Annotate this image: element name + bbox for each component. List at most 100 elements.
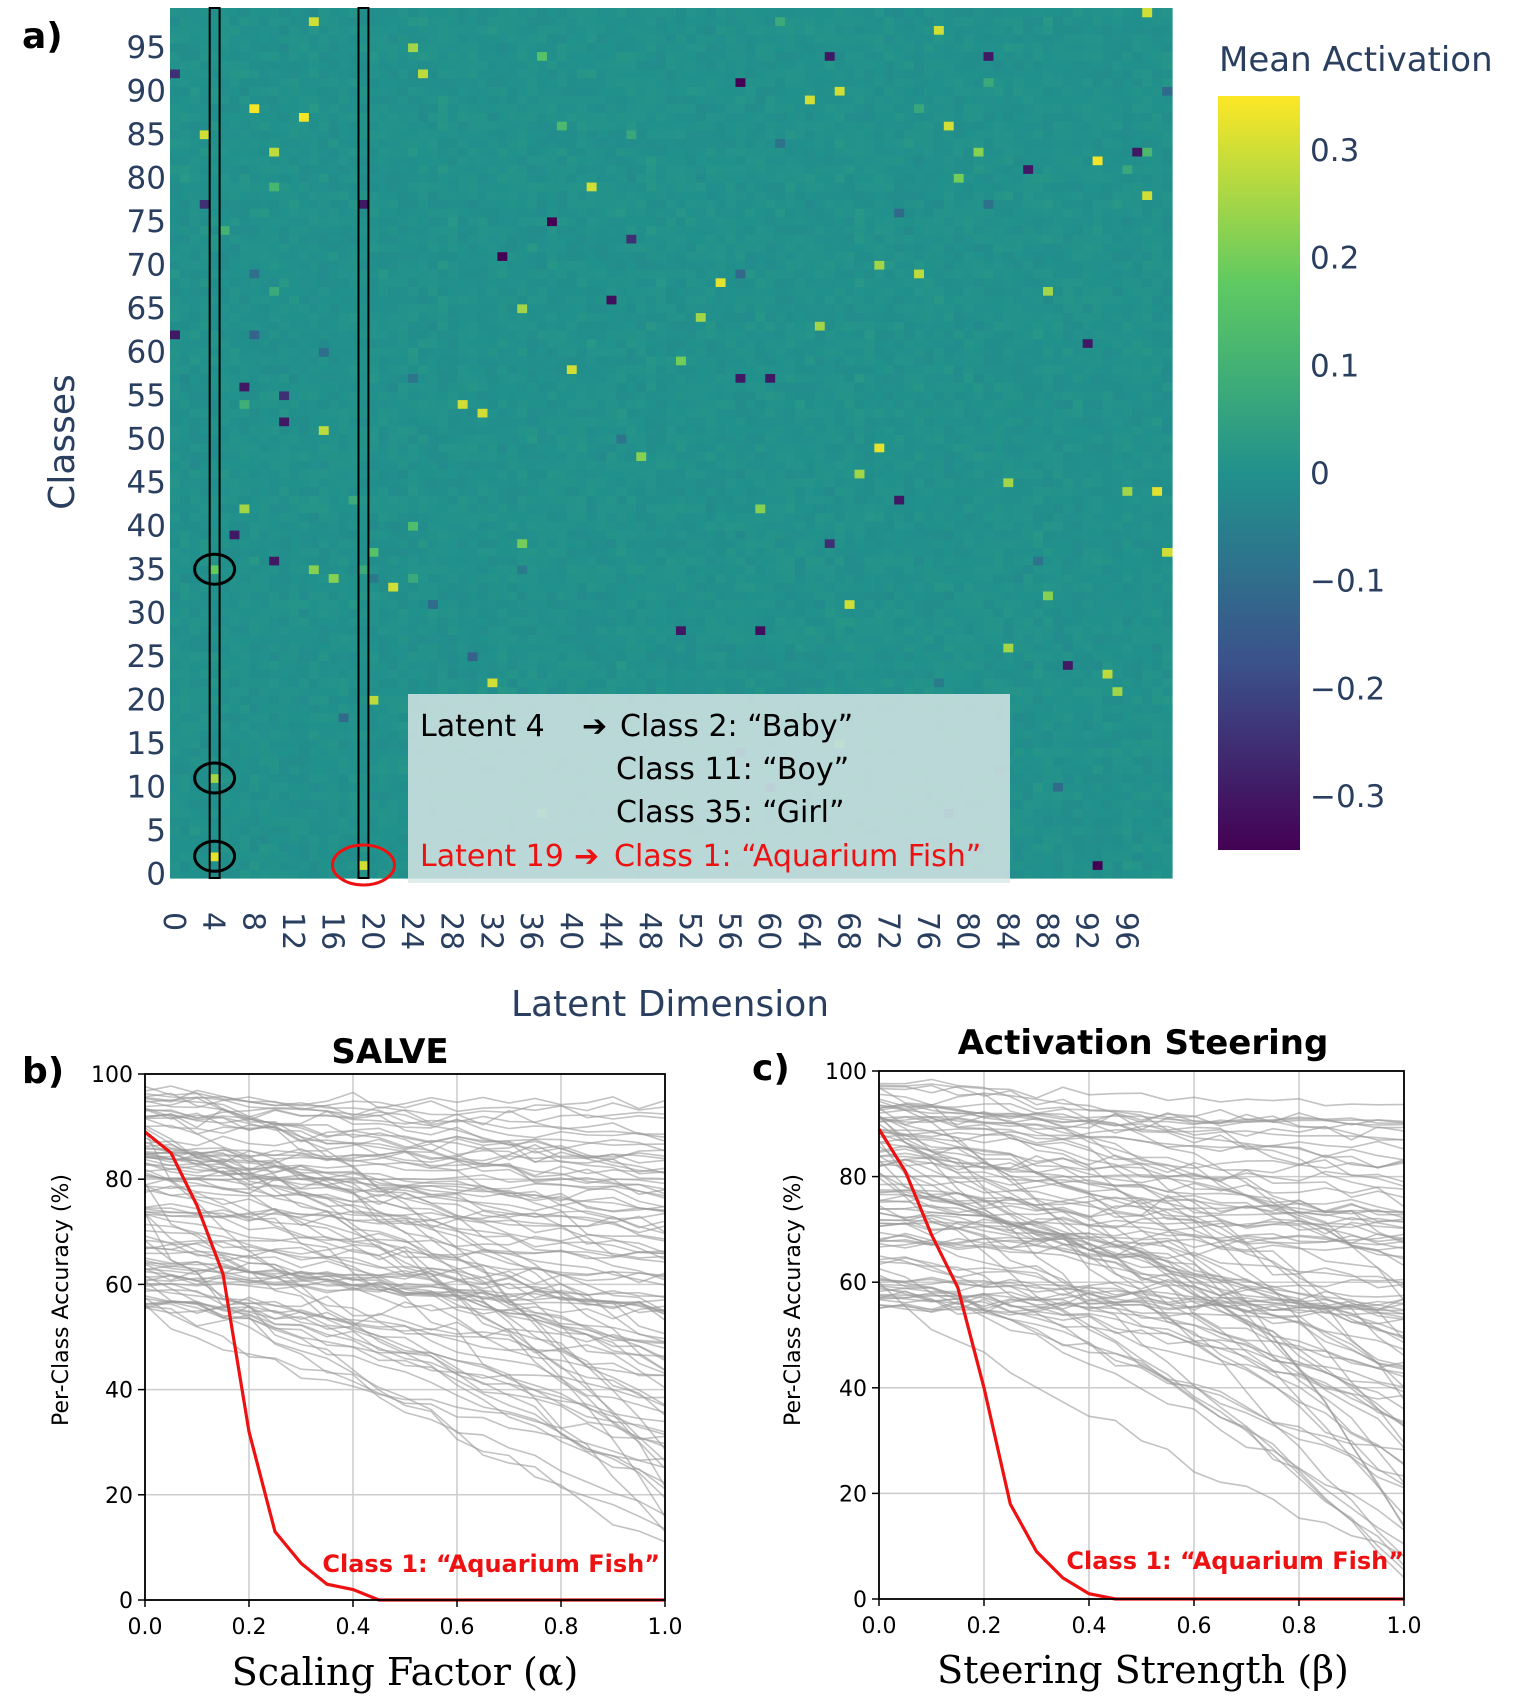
heatmap-cell — [537, 68, 548, 79]
heatmap-cell — [477, 329, 489, 340]
heatmap-cell — [338, 42, 350, 53]
heatmap-cell — [537, 451, 548, 461]
heatmap-cell — [179, 408, 191, 418]
heatmap-cell — [318, 608, 330, 618]
heatmap-cell — [586, 512, 598, 522]
heatmap-cell — [616, 68, 627, 79]
heatmap-cell — [487, 530, 498, 540]
heatmap-cell — [239, 225, 250, 235]
heatmap-cell — [358, 321, 370, 331]
heatmap-cell — [427, 34, 439, 44]
heatmap-cell — [318, 782, 330, 792]
heatmap-cell — [467, 286, 479, 296]
heatmap-cell — [398, 817, 409, 827]
heatmap-cell — [269, 234, 280, 244]
heatmap-cell — [596, 460, 608, 470]
heatmap-cell — [199, 851, 211, 862]
heatmap-cell — [289, 721, 300, 731]
heatmap-cell — [566, 547, 578, 557]
heatmap-cell — [427, 599, 439, 609]
heatmap-cell — [269, 347, 280, 357]
heatmap-cell — [576, 451, 588, 461]
heatmap-cell — [170, 147, 181, 157]
heatmap-cell — [586, 573, 598, 583]
heatmap-cell — [457, 486, 469, 496]
heatmap-cell — [209, 112, 221, 122]
heatmap-cell — [308, 721, 320, 731]
heatmap-cell — [408, 469, 419, 479]
heatmap-cell — [308, 486, 320, 496]
heatmap-cell — [576, 530, 588, 540]
heatmap-cell — [457, 312, 469, 322]
heatmap-cell — [239, 356, 250, 366]
heatmap-cell — [368, 851, 379, 862]
heatmap-cell — [467, 303, 479, 314]
heatmap-cell — [616, 260, 627, 270]
heatmap-cell — [517, 530, 528, 540]
heatmap-cell — [418, 129, 429, 140]
heatmap-cell — [279, 286, 290, 296]
heatmap-cell — [408, 364, 419, 374]
heatmap-cell — [566, 477, 578, 488]
heatmap-cell — [556, 155, 568, 166]
heatmap-cell — [447, 8, 459, 18]
heatmap-cell — [170, 651, 181, 662]
heatmap-cell — [209, 121, 221, 131]
heatmap-cell — [427, 164, 439, 174]
heatmap-cell — [556, 390, 568, 401]
heatmap-cell — [527, 251, 538, 261]
heatmap-cell — [556, 68, 568, 79]
heatmap-cell — [328, 164, 340, 174]
heatmap-cell — [586, 390, 598, 401]
heatmap-cell — [636, 599, 647, 609]
heatmap-cell — [289, 251, 300, 261]
heatmap-cell — [656, 390, 667, 401]
heatmap-cell — [229, 651, 241, 662]
heatmap-cell — [298, 25, 310, 35]
heatmap-cell — [279, 173, 290, 183]
heatmap-cell — [189, 112, 201, 122]
heatmap-cell — [556, 625, 568, 635]
heatmap-cell — [199, 408, 211, 418]
heatmap-cell — [656, 660, 667, 670]
heatmap-cell — [338, 799, 350, 809]
heatmap-cell — [427, 608, 439, 618]
heatmap-cell — [298, 129, 310, 140]
heatmap-cell — [358, 477, 370, 488]
heatmap-cell — [328, 704, 340, 714]
heatmap-cell — [378, 286, 389, 296]
heatmap-cell — [527, 356, 538, 366]
heatmap-cell — [368, 390, 379, 401]
heatmap-cell — [576, 399, 588, 409]
heatmap-cell — [219, 869, 231, 879]
heatmap-cell — [338, 791, 350, 801]
heatmap-cell — [318, 34, 330, 44]
heatmap-cell — [388, 312, 399, 322]
heatmap-cell — [348, 242, 360, 253]
heatmap-cell — [279, 199, 290, 209]
heatmap-cell — [219, 208, 231, 218]
heatmap-cell — [487, 364, 498, 374]
heatmap-cell — [289, 625, 300, 635]
heatmap-cell — [298, 60, 310, 70]
heatmap-cell — [348, 686, 360, 696]
heatmap-cell — [586, 599, 598, 609]
heatmap-cell — [338, 634, 350, 644]
heatmap-cell — [358, 460, 370, 470]
heatmap-cell — [209, 208, 221, 218]
heatmap-cell — [566, 338, 578, 348]
heatmap-cell — [348, 373, 360, 383]
heatmap-cell — [636, 129, 647, 140]
heatmap-cell — [289, 408, 300, 418]
heatmap-cell — [199, 251, 211, 261]
heatmap-cell — [279, 530, 290, 540]
heatmap-cell — [249, 25, 260, 35]
heatmap-cell — [517, 686, 528, 696]
heatmap-cell — [656, 530, 667, 540]
heatmap-cell — [219, 425, 231, 435]
heatmap-cell — [368, 443, 379, 453]
heatmap-cell — [179, 686, 191, 696]
heatmap-cell — [537, 269, 548, 279]
heatmap-cell — [179, 599, 191, 609]
heatmap-cell — [507, 199, 518, 209]
